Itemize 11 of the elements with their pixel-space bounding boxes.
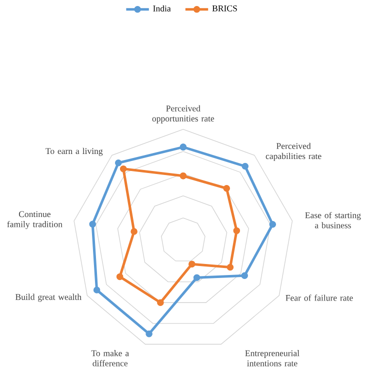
spoke-label: To make a difference xyxy=(91,350,129,366)
spoke-label: Perceived opportunities rate xyxy=(152,105,214,124)
spoke-label: Build great wealth xyxy=(15,294,82,302)
legend-label: India xyxy=(153,5,171,12)
spoke-label: Entrepreneurial intentions rate xyxy=(245,350,300,366)
spoke-label: To earn a living xyxy=(46,148,103,156)
spoke-label: Continue family tradition xyxy=(7,211,62,230)
spoke-label: Ease of starting a business xyxy=(305,212,361,228)
legend-label: BRICS xyxy=(212,6,237,12)
spoke-label: Perceived capabilities rate xyxy=(266,142,322,162)
spoke-label: Fear of failure rate xyxy=(286,294,353,302)
